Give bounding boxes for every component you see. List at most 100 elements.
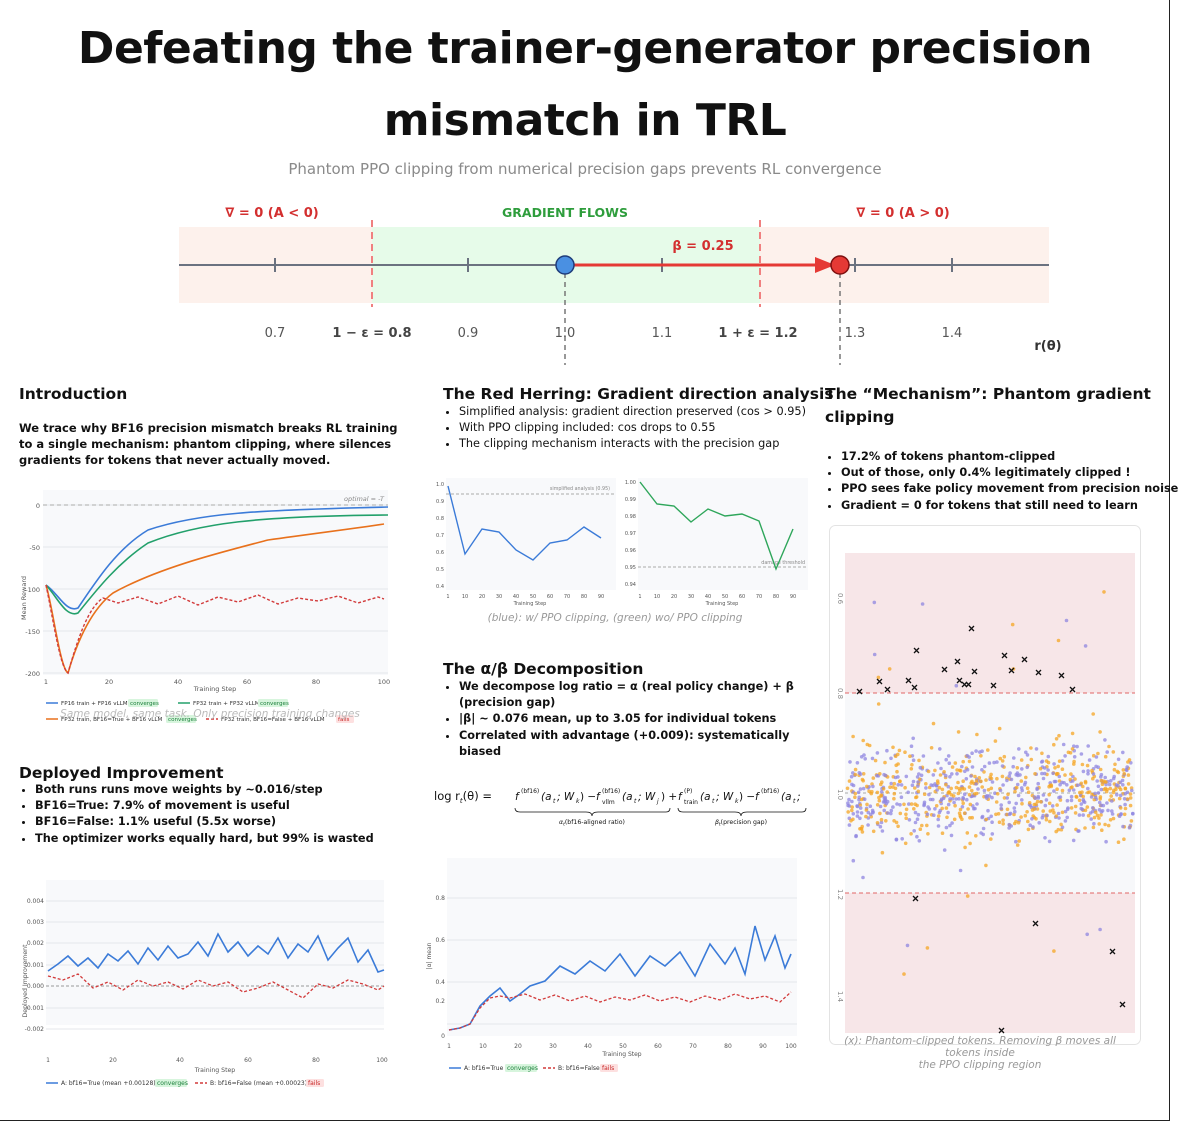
token-dot <box>1006 792 1010 797</box>
svg-text:train: train <box>684 799 698 806</box>
token-dot <box>946 754 951 758</box>
token-dot <box>1081 813 1085 817</box>
token-dot <box>956 791 961 796</box>
right-zone-label: ∇ = 0 (A > 0) <box>856 206 950 221</box>
token-dot <box>934 804 939 808</box>
token-dot <box>918 827 923 831</box>
token-dot <box>1014 801 1018 806</box>
token-dot <box>1047 839 1052 844</box>
token-dot <box>927 792 931 797</box>
token-dot <box>944 757 948 762</box>
y-tick: -50 <box>29 544 40 552</box>
token-dot <box>922 792 927 796</box>
token-dot <box>1071 788 1076 792</box>
token-dot <box>1050 804 1055 808</box>
caption-line: the PPO clipping region <box>918 1059 1042 1071</box>
token-dot <box>1125 790 1130 795</box>
token-dot <box>891 745 895 750</box>
y-tick: 1.4 <box>836 991 844 1003</box>
x-tick: 40 <box>174 678 182 686</box>
token-dot <box>910 763 914 767</box>
token-dot <box>1000 764 1005 768</box>
token-dot <box>893 775 898 780</box>
x-tick: 90 <box>759 1043 767 1050</box>
token-dot <box>1131 811 1135 816</box>
legend-bf16-false-badge: fails <box>338 717 350 723</box>
token-dot <box>926 832 930 836</box>
token-dot <box>1101 779 1106 783</box>
token-dot <box>1104 782 1108 787</box>
token-dot <box>929 746 934 750</box>
token-dot <box>1069 772 1073 776</box>
beta-arrowhead <box>815 257 835 273</box>
token-dot <box>866 823 870 827</box>
svg-text:t: t <box>553 798 556 805</box>
token-dot <box>1007 774 1012 778</box>
legend-a-badge: converges <box>507 1065 538 1072</box>
token-dot <box>987 794 992 798</box>
y-tick: -0.001 <box>25 1005 45 1012</box>
left-zone-label: ∇ = 0 (A < 0) <box>225 206 319 221</box>
token-dot <box>960 805 965 809</box>
svg-text:(bf16): (bf16) <box>761 788 779 795</box>
token-dot <box>1002 754 1007 759</box>
token-dot <box>946 784 951 789</box>
token-dot <box>875 773 879 778</box>
token-dot <box>997 726 1002 731</box>
token-dot <box>1111 790 1116 795</box>
token-dot <box>859 811 864 815</box>
token-dot <box>909 802 914 806</box>
token-dot <box>1057 774 1062 779</box>
beta-label: β = 0.25 <box>672 239 733 254</box>
token-dot <box>932 813 936 817</box>
token-dot <box>880 829 885 833</box>
token-dot <box>958 807 963 812</box>
series-fp32 <box>45 514 389 615</box>
token-dot <box>919 773 924 778</box>
token-dot <box>1068 751 1073 755</box>
token-dot <box>1111 776 1116 781</box>
y-tick: 1.0 <box>836 789 844 800</box>
reward-chart-caption: Same model, same task. Only precision tr… <box>60 708 360 720</box>
y-tick: 1.2 <box>836 889 844 900</box>
x-tick: 20 <box>514 1043 522 1050</box>
x-tick: 40 <box>584 1043 592 1050</box>
token-dot <box>963 845 967 850</box>
token-dot <box>1092 821 1096 826</box>
token-dot <box>859 797 864 802</box>
token-dot <box>965 753 969 758</box>
token-dot <box>1064 618 1069 623</box>
token-dot <box>872 652 877 657</box>
token-dot <box>967 785 972 789</box>
token-dot <box>1126 773 1131 777</box>
token-dot <box>1116 840 1121 844</box>
token-dot <box>1103 738 1107 742</box>
token-dot <box>976 787 980 791</box>
token-dot <box>858 787 863 791</box>
decomposition-bullets: We decompose log ratio = α (real policy … <box>443 679 829 760</box>
token-dot <box>1072 755 1077 759</box>
token-dot <box>1055 803 1059 807</box>
token-dot <box>889 756 893 761</box>
x-tick: 60 <box>739 594 745 600</box>
y-tick: 0.97 <box>625 531 636 537</box>
token-dot <box>1127 825 1132 830</box>
alpha-symbol: α <box>559 819 563 826</box>
legend-a: A: bf16=True <box>464 1065 504 1072</box>
x-tick: 70 <box>689 1043 697 1050</box>
token-dot <box>898 803 902 807</box>
token-dot <box>922 800 927 805</box>
token-dot <box>1091 712 1095 716</box>
x-tick: 20 <box>105 678 113 686</box>
token-dot <box>1069 794 1074 799</box>
token-dot <box>1005 807 1010 812</box>
legend-fp32-badge: converges <box>260 701 289 707</box>
svg-text:k: k <box>576 798 580 805</box>
token-dot <box>1126 782 1131 786</box>
token-dot <box>992 760 996 765</box>
token-dot <box>1069 798 1074 803</box>
token-dot <box>986 808 990 813</box>
token-dot <box>1081 769 1086 774</box>
series-cos-no-clipping <box>639 481 794 571</box>
token-dot <box>1073 804 1078 809</box>
